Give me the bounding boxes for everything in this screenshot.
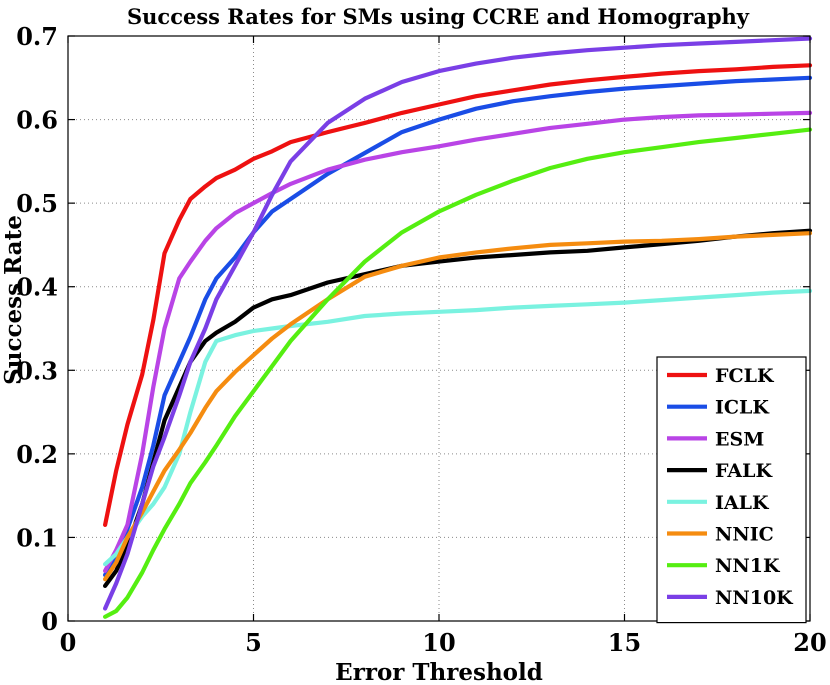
- legend-label-nn10k: NN10K: [715, 587, 794, 609]
- y-tick-label: 0.3: [16, 356, 58, 385]
- legend-label-nn1k: NN1K: [715, 555, 781, 577]
- legend-label-nnic: NNIC: [715, 524, 774, 546]
- legend-box: [656, 356, 807, 624]
- series-line-nn10k: [102, 36, 813, 611]
- legend-label-esm: ESM: [715, 428, 764, 450]
- y-tick-label: 0.6: [16, 106, 58, 135]
- x-tick-label: 5: [245, 628, 262, 657]
- series-line-esm: [102, 110, 813, 574]
- legend-label-iclk: ICLK: [715, 397, 770, 419]
- legend-label-falk: FALK: [715, 460, 773, 482]
- grid: [68, 36, 810, 621]
- legend: FCLK ICLK ESM FALK IALK NNIC NN1K NN10K: [656, 356, 807, 624]
- x-axis-label: Error Threshold: [335, 659, 543, 685]
- series-line-fclk: [102, 63, 813, 528]
- legend-label-ialk: IALK: [715, 492, 770, 514]
- y-axis-label: Success Rate: [0, 215, 27, 385]
- y-tick-label: 0.5: [16, 189, 58, 218]
- x-tick-label: 0: [60, 628, 77, 657]
- series-line-ialk: [102, 288, 813, 567]
- x-tick-label: 10: [422, 628, 455, 657]
- y-tick-label: 0.2: [16, 440, 58, 469]
- y-tick-label: 0.1: [16, 523, 58, 552]
- series-line-nn1k: [102, 127, 813, 619]
- y-tick-label: 0.7: [16, 22, 58, 51]
- series-layer: [102, 36, 813, 619]
- y-tick-label: 0.4: [16, 273, 58, 302]
- series-line-iclk: [102, 75, 813, 578]
- axis-ticks: 0 5 10 15 20 0 0.1 0.2 0.3 0.4 0.5 0.6 0.7: [16, 22, 826, 657]
- x-tick-label: 20: [793, 628, 826, 657]
- y-tick-label: 0: [41, 607, 58, 636]
- series-line-nnic: [102, 231, 813, 582]
- x-tick-label: 15: [608, 628, 641, 657]
- series-line-falk: [102, 228, 813, 589]
- chart-title: Success Rates for SMs using CCRE and Hom…: [127, 4, 750, 29]
- legend-label-fclk: FCLK: [715, 365, 775, 387]
